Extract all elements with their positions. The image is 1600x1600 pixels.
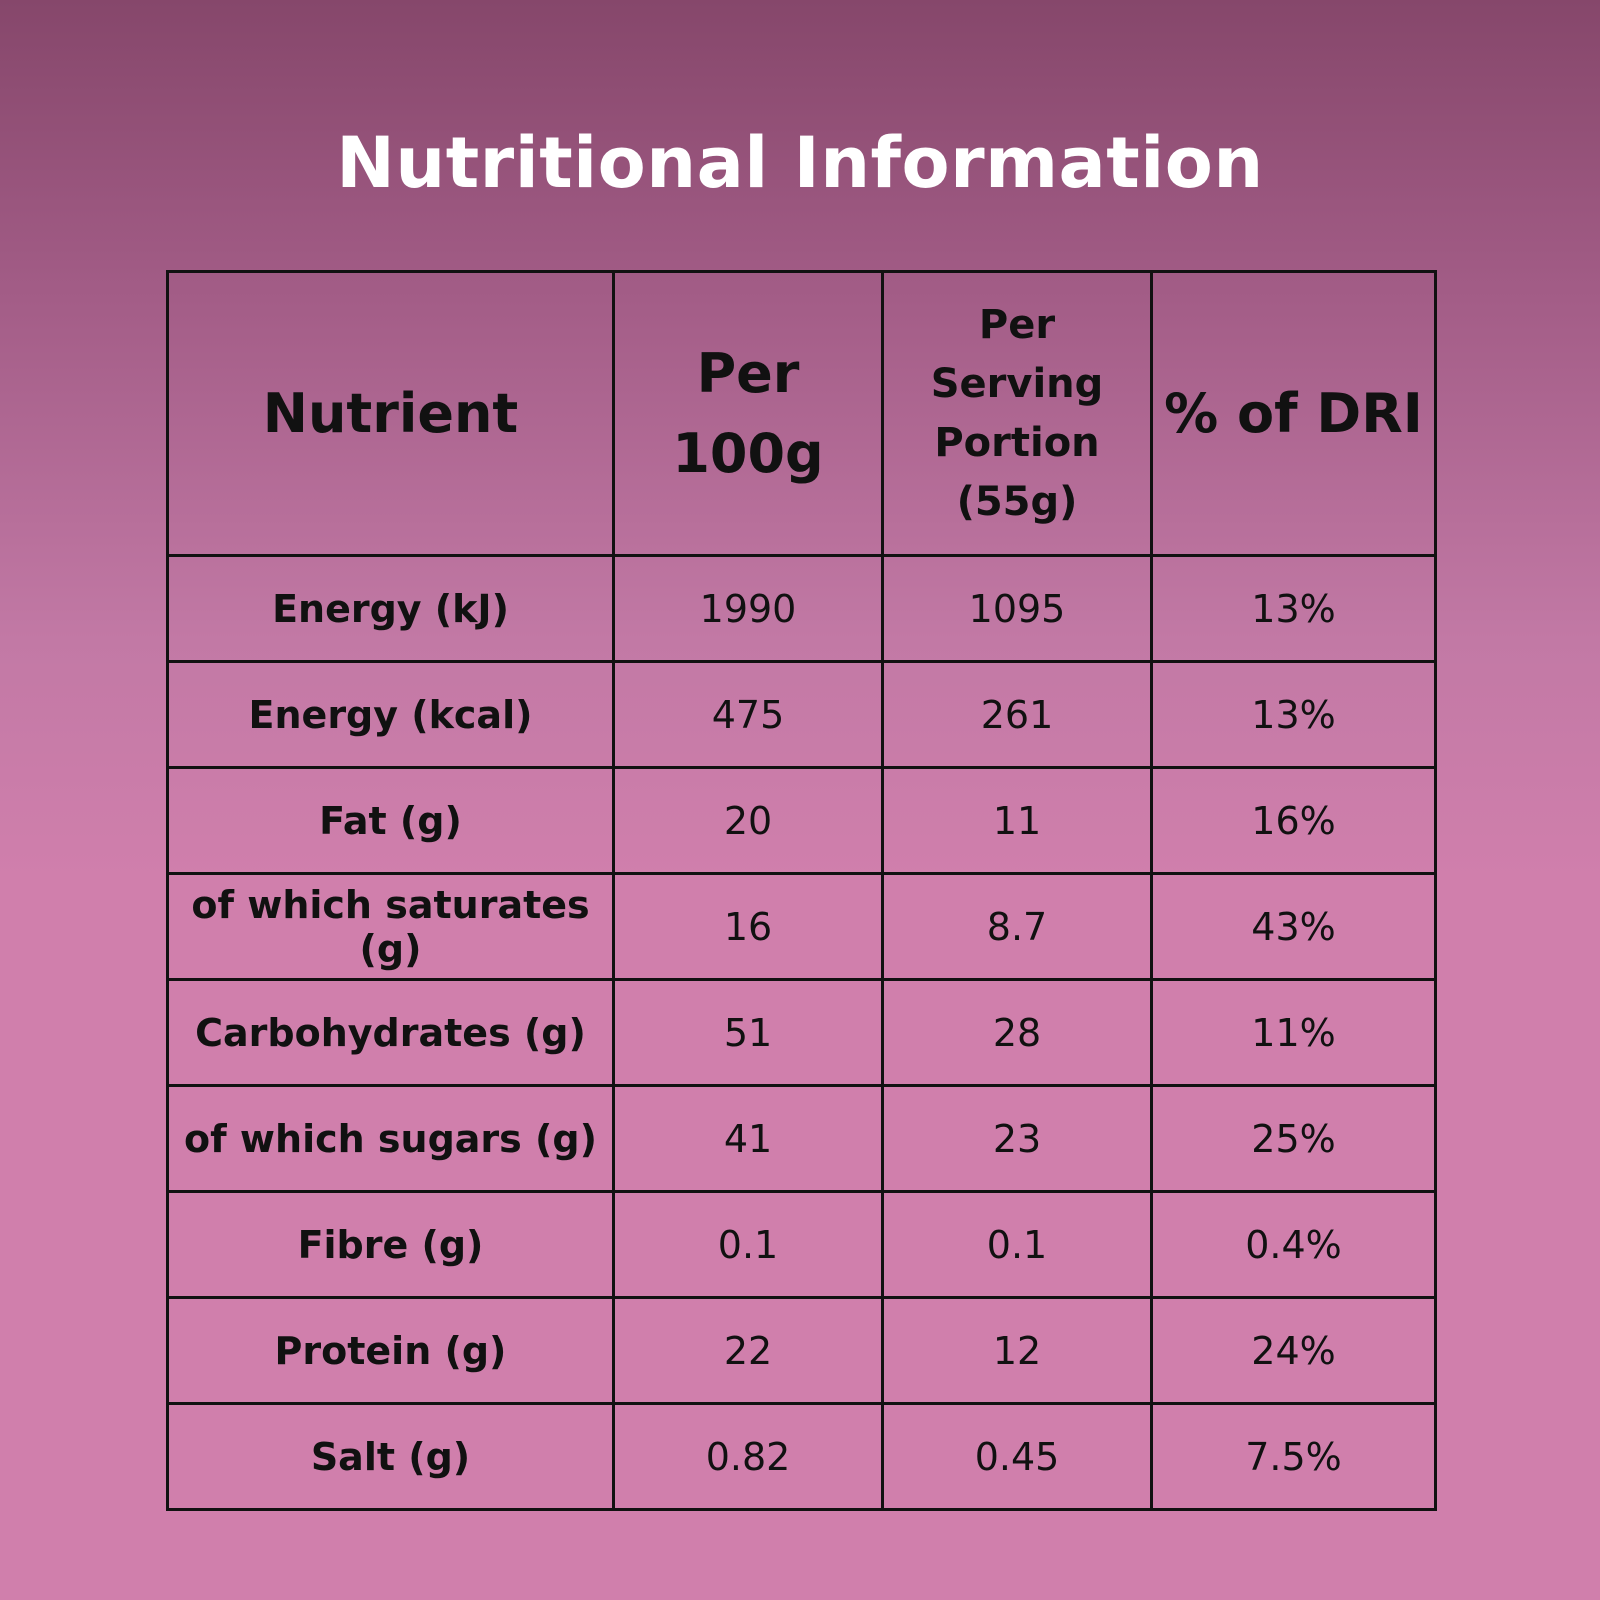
per-serving-value: 1095: [881, 554, 1153, 663]
per-serving-value: 28: [881, 978, 1153, 1087]
dri-value: 0.4%: [1150, 1190, 1437, 1299]
header-dri: % of DRI: [1150, 270, 1437, 557]
nutrient-name: Carbohydrates (g): [166, 978, 615, 1087]
per-100g-value: 22: [612, 1296, 884, 1405]
per-100g-value: 41: [612, 1084, 884, 1193]
table-row: of which saturates (g) 16 8.7 43%: [166, 872, 1437, 981]
per-serving-value: 0.1: [881, 1190, 1153, 1299]
header-per-serving-line: (55g): [956, 478, 1078, 525]
dri-value: 11%: [1150, 978, 1437, 1087]
header-per-serving: Per Serving Portion (55g): [881, 270, 1153, 557]
dri-value: 13%: [1150, 660, 1437, 769]
header-per-serving-line: Portion: [934, 419, 1100, 466]
nutrition-table: Nutrient Per 100g Per Serving Portion (5…: [166, 270, 1437, 1511]
header-nutrient: Nutrient: [166, 270, 615, 557]
per-serving-value: 261: [881, 660, 1153, 769]
per-serving-value: 23: [881, 1084, 1153, 1193]
table-row: Protein (g) 22 12 24%: [166, 1296, 1437, 1405]
nutrient-name: of which saturates (g): [166, 872, 615, 981]
header-per-serving-line: Serving: [930, 360, 1104, 407]
nutrient-name: Fibre (g): [166, 1190, 615, 1299]
per-100g-value: 16: [612, 872, 884, 981]
per-100g-value: 1990: [612, 554, 884, 663]
nutrient-name: of which sugars (g): [166, 1084, 615, 1193]
dri-value: 43%: [1150, 872, 1437, 981]
header-per-100g-line: Per: [696, 341, 800, 405]
per-serving-value: 8.7: [881, 872, 1153, 981]
per-100g-value: 0.82: [612, 1402, 884, 1511]
table-row: Energy (kJ) 1990 1095 13%: [166, 554, 1437, 663]
per-serving-value: 0.45: [881, 1402, 1153, 1511]
nutrient-name: Protein (g): [166, 1296, 615, 1405]
per-serving-value: 12: [881, 1296, 1153, 1405]
page-title: Nutritional Information: [336, 122, 1264, 204]
table-row: of which sugars (g) 41 23 25%: [166, 1084, 1437, 1193]
per-100g-value: 0.1: [612, 1190, 884, 1299]
nutrient-name: Energy (kJ): [166, 554, 615, 663]
nutrient-name: Fat (g): [166, 766, 615, 875]
dri-value: 16%: [1150, 766, 1437, 875]
per-100g-value: 20: [612, 766, 884, 875]
per-100g-value: 475: [612, 660, 884, 769]
per-serving-value: 11: [881, 766, 1153, 875]
table-row: Salt (g) 0.82 0.45 7.5%: [166, 1402, 1437, 1511]
dri-value: 24%: [1150, 1296, 1437, 1405]
header-per-serving-line: Per: [978, 301, 1056, 348]
header-per-100g-line: 100g: [672, 421, 824, 485]
table-row: Energy (kcal) 475 261 13%: [166, 660, 1437, 769]
nutrient-name: Salt (g): [166, 1402, 615, 1511]
table-header-row: Nutrient Per 100g Per Serving Portion (5…: [166, 270, 1437, 557]
header-per-100g: Per 100g: [612, 270, 884, 557]
dri-value: 13%: [1150, 554, 1437, 663]
table-row: Fat (g) 20 11 16%: [166, 766, 1437, 875]
nutrient-name: Energy (kcal): [166, 660, 615, 769]
dri-value: 7.5%: [1150, 1402, 1437, 1511]
dri-value: 25%: [1150, 1084, 1437, 1193]
table-row: Carbohydrates (g) 51 28 11%: [166, 978, 1437, 1087]
per-100g-value: 51: [612, 978, 884, 1087]
table-row: Fibre (g) 0.1 0.1 0.4%: [166, 1190, 1437, 1299]
